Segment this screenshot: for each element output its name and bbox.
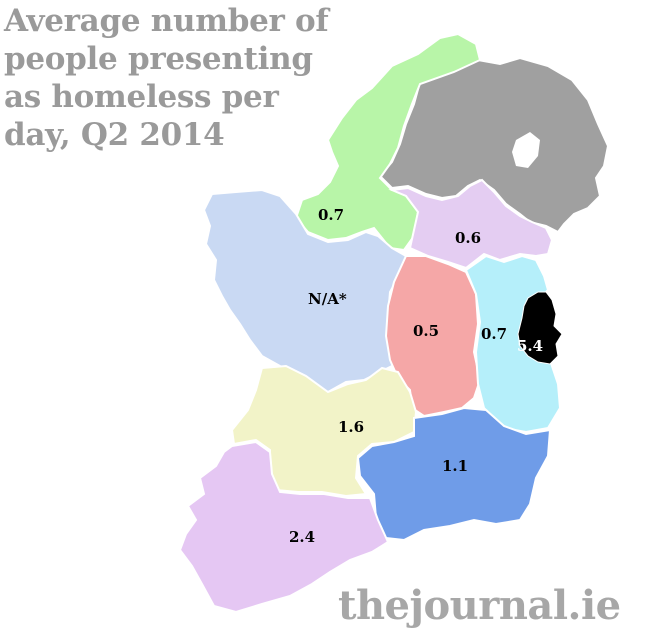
region-south-west <box>178 440 390 614</box>
region-south-east <box>356 406 552 542</box>
brand-logo: thejournal.ie <box>338 582 621 629</box>
label-mid-west: 1.6 <box>338 418 364 436</box>
region-north-east <box>388 178 554 270</box>
label-south-east: 1.1 <box>442 457 468 475</box>
label-dublin: 5.4 <box>517 337 543 355</box>
map-title: Average number of people presenting as h… <box>4 2 404 154</box>
title-line-2: people presenting <box>4 41 313 77</box>
label-midlands: 0.5 <box>413 322 439 340</box>
title-line-4: day, Q2 2014 <box>4 117 225 153</box>
lough-neagh <box>512 132 540 168</box>
title-line-3: as homeless per <box>4 79 279 115</box>
label-west: N/A* <box>308 290 347 308</box>
region-dublin <box>517 291 563 365</box>
region-mid-west <box>230 364 418 498</box>
region-northern-ireland <box>378 56 610 234</box>
label-south-west: 2.4 <box>289 528 315 546</box>
title-line-1: Average number of <box>4 3 329 39</box>
label-north-east: 0.6 <box>455 229 481 247</box>
label-north-west: 0.7 <box>318 206 344 224</box>
label-mid-east: 0.7 <box>481 325 507 343</box>
